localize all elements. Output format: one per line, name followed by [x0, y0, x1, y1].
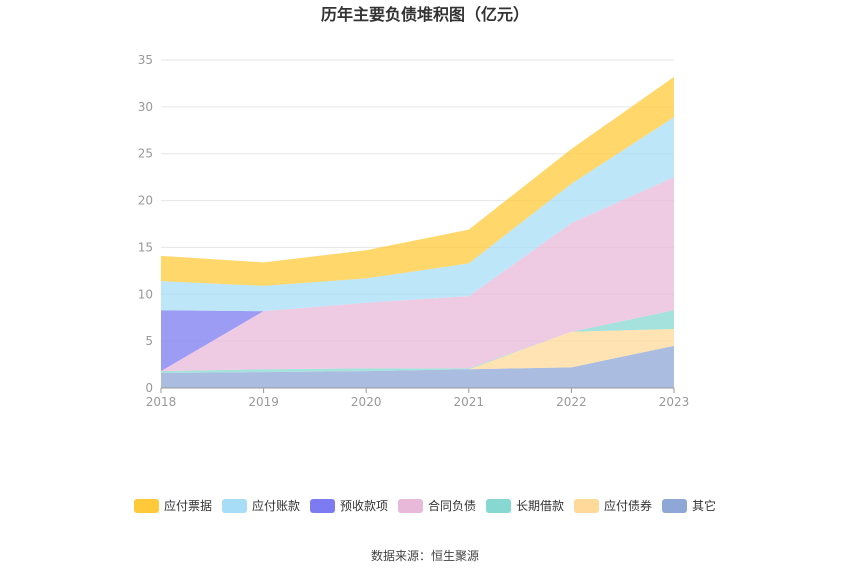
- legend-label: 长期借款: [516, 499, 564, 513]
- area-应付票据: [161, 76, 674, 286]
- legend-swatch: [662, 499, 687, 513]
- legend-swatch: [398, 499, 423, 513]
- axes: 0 5 10 15 20 25 30 35 2018 2019 2020 2021 2022 2023: [138, 53, 690, 409]
- x-tick-label: 2020: [351, 395, 382, 409]
- area-series: [161, 76, 674, 388]
- x-tick-label: 2022: [556, 395, 587, 409]
- x-tick-label: 2018: [146, 395, 177, 409]
- legend-item[interactable]: 其它: [662, 498, 716, 513]
- x-tick-label: 2023: [659, 395, 690, 409]
- y-tick-label: 30: [138, 100, 153, 114]
- area-合同负债: [161, 177, 674, 372]
- legend-swatch: [134, 499, 159, 513]
- legend-label: 应付账款: [252, 498, 300, 513]
- legend-label: 应付债券: [604, 498, 652, 513]
- source-note: 数据来源：恒生聚源: [371, 548, 479, 563]
- y-tick-label: 0: [145, 381, 153, 395]
- area-其它: [161, 345, 674, 388]
- legend-swatch: [574, 499, 599, 513]
- legend-label: 其它: [692, 498, 716, 513]
- y-tick-label: 15: [138, 240, 153, 254]
- legend-swatch: [310, 499, 335, 513]
- legend-item[interactable]: 长期借款: [486, 499, 564, 513]
- legend-label: 预收款项: [340, 499, 388, 513]
- area-应付账款: [161, 117, 674, 312]
- legend-item[interactable]: 合同负债: [398, 498, 476, 513]
- y-tick-label: 25: [138, 147, 153, 161]
- y-tick-label: 20: [138, 194, 153, 208]
- legend-item[interactable]: 预收款项: [310, 499, 388, 513]
- legend-swatch: [222, 499, 247, 513]
- legend-swatch: [486, 499, 511, 513]
- y-tick-label: 10: [138, 287, 153, 301]
- legend-item[interactable]: 应付账款: [222, 498, 300, 513]
- area-应付债券: [161, 328, 674, 374]
- y-tick-label: 35: [138, 53, 153, 67]
- x-tick-label: 2019: [248, 395, 279, 409]
- x-tick-label: 2021: [454, 395, 485, 409]
- legend: 应付票据 应付账款 预收款项 合同负债 长期借款 应付债券 其它: [134, 498, 716, 513]
- legend-item[interactable]: 应付票据: [134, 498, 212, 513]
- legend-item[interactable]: 应付债券: [574, 498, 652, 513]
- chart-title: 历年主要负债堆积图（亿元）: [321, 5, 529, 24]
- legend-label: 应付票据: [164, 498, 212, 513]
- legend-label: 合同负债: [428, 498, 476, 513]
- y-tick-label: 5: [145, 334, 153, 348]
